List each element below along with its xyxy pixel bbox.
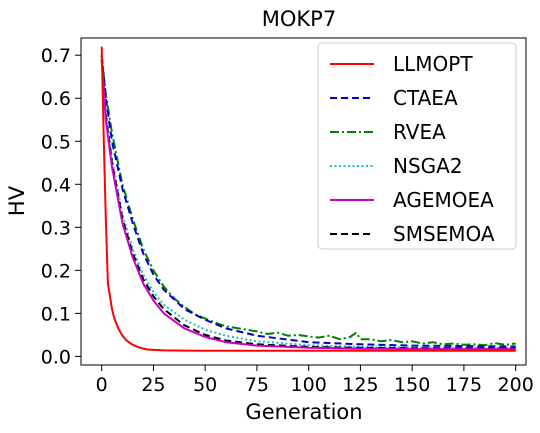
x-tick-label: 150 [394,374,430,396]
x-tick-label: 25 [141,374,165,396]
x-tick-label: 75 [245,374,269,396]
x-tick-label: 125 [342,374,378,396]
tick-layer: 0 25 50 75 100 125 150 175 200 0.0 0.1 0.2 0.3 0.4 0.5… [41,45,534,396]
legend-box [317,42,517,250]
legend-label-llmopt: LLMOPT [393,52,473,76]
series-line-llmopt [100,46,516,352]
legend-label-agemoea: AGEMOEA [393,188,494,212]
x-tick-label: 200 [498,374,534,396]
legend-label-nsga2: NSGA2 [393,154,463,178]
chart-title: MOKP7 [262,7,336,31]
x-tick-label: 50 [193,374,217,396]
series-layer [100,46,516,352]
y-tick-label: 0.1 [41,303,71,325]
series-line-smsemoa [100,59,516,350]
y-tick-label: 0.3 [41,217,71,239]
x-axis-label: Generation [245,400,362,424]
legend-label-smsemoa: SMSEMOA [393,222,495,246]
x-tick-label: 100 [291,374,327,396]
x-tick-label: 0 [96,374,108,396]
y-tick-label: 0.7 [41,45,71,67]
series-line-agemoea [100,59,516,351]
legend-label-rvea: RVEA [393,120,446,144]
series-line-rvea [100,55,516,347]
y-tick-label: 0.5 [41,131,71,153]
plot-frame [80,37,527,366]
legend-label-ctaea: CTAEA [393,86,458,110]
y-axis-label: HV [5,185,29,216]
y-tick-label: 0.6 [41,88,71,110]
y-tick-label: 0.4 [41,174,71,196]
y-tick-label: 0.0 [41,346,71,368]
legend: LLMOPT CTAEA RVEA NSGA2 AGEMOEA SMSEMOA [317,42,517,250]
x-tick-label: 175 [446,374,482,396]
y-tick-label: 0.2 [41,260,71,282]
